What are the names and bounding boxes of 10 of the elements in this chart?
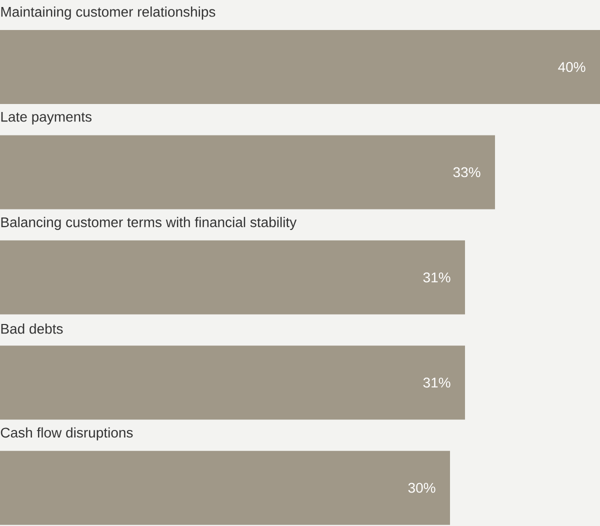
data-label: 40% — [558, 62, 586, 72]
y-tick-label: Balancing customer terms with financial stability — [1, 216, 297, 230]
data-label: 30% — [408, 482, 436, 493]
y-tick-label: Cash flow disruptions — [0, 427, 133, 440]
y-tick-label: Bad debts — [1, 324, 63, 334]
y-tick-label: Maintaining customer relationships — [1, 6, 216, 20]
data-label: 31% — [423, 378, 450, 388]
y-tick-label: Late payments — [1, 112, 92, 125]
data-label: 33% — [453, 167, 480, 178]
data-label: 31% — [423, 272, 450, 282]
